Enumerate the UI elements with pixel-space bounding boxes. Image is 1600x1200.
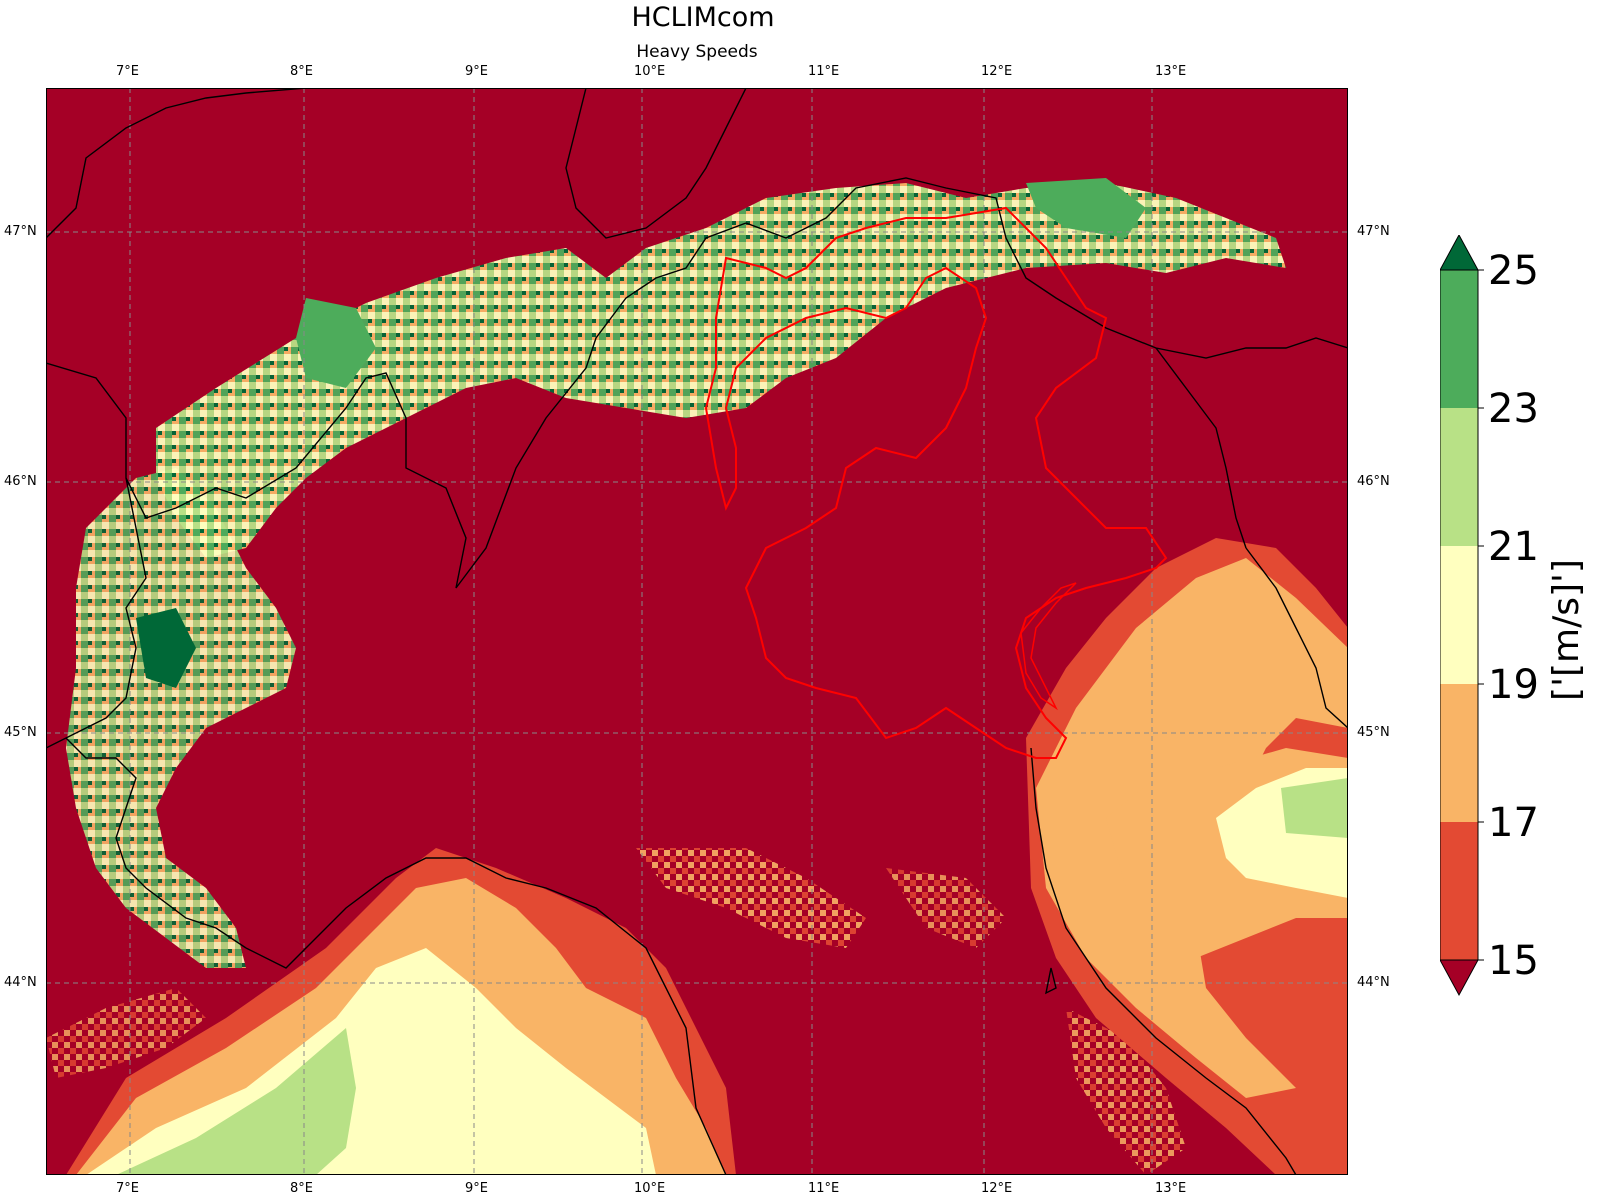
country-borders bbox=[46, 88, 1348, 1175]
colorbar: 15 17 19 21 23 25 ['[m/s]'] bbox=[1440, 235, 1587, 997]
lon-tick-bottom: 12°E bbox=[981, 1181, 1013, 1196]
adriatic-sea-wind-zone bbox=[1026, 538, 1348, 1175]
colorbar-extend-max bbox=[1440, 235, 1479, 271]
colorbar-tick-label: 19 bbox=[1488, 662, 1539, 708]
veneto-region-outline bbox=[704, 206, 1168, 759]
colorbar-tick-label: 23 bbox=[1488, 386, 1539, 432]
lat-tick-right: 44°N bbox=[1357, 975, 1390, 990]
lon-tick-bottom: 7°E bbox=[116, 1181, 139, 1196]
colorbar-bin bbox=[1440, 546, 1478, 684]
ligurian-sea-wind-zone bbox=[66, 848, 736, 1175]
colorbar-bin bbox=[1440, 270, 1478, 408]
lat-tick-right: 47°N bbox=[1357, 224, 1390, 239]
lon-tick-bottom: 9°E bbox=[465, 1181, 488, 1196]
lon-tick-top: 12°E bbox=[981, 64, 1013, 79]
colorbar-bin bbox=[1440, 684, 1478, 822]
apennine-wind-zone bbox=[46, 848, 1186, 1175]
colorbar-label: ['[m/s]'] bbox=[1546, 559, 1587, 701]
venice-lagoon-outline bbox=[1020, 582, 1077, 711]
colorbar-frame bbox=[1440, 269, 1479, 961]
lat-tick-left: 47°N bbox=[4, 224, 37, 239]
lon-tick-top: 8°E bbox=[290, 64, 313, 79]
lat-tick-left: 45°N bbox=[4, 725, 37, 740]
lat-tick-left: 46°N bbox=[4, 474, 37, 489]
lon-tick-top: 13°E bbox=[1155, 64, 1187, 79]
alpine-wind-zone bbox=[66, 178, 1286, 968]
colorbar-tick-label: 25 bbox=[1488, 248, 1539, 294]
lat-tick-right: 46°N bbox=[1357, 474, 1390, 489]
colorbar-tick-label: 15 bbox=[1488, 938, 1539, 984]
lon-tick-bottom: 11°E bbox=[808, 1181, 840, 1196]
lon-tick-top: 11°E bbox=[808, 64, 840, 79]
lon-tick-bottom: 8°E bbox=[290, 1181, 313, 1196]
colorbar-extend-min bbox=[1440, 959, 1479, 997]
lon-tick-bottom: 10°E bbox=[634, 1181, 666, 1196]
map-frame bbox=[46, 88, 1348, 1175]
colorbar-tick-label: 21 bbox=[1488, 524, 1539, 570]
wind-speed-map bbox=[46, 88, 1348, 1175]
colorbar-tick-label: 17 bbox=[1488, 800, 1539, 846]
lat-tick-right: 45°N bbox=[1357, 725, 1390, 740]
map-subtitle: Heavy Speeds bbox=[636, 42, 758, 62]
lon-tick-bottom: 13°E bbox=[1155, 1181, 1187, 1196]
map-title: HCLIMcom bbox=[631, 2, 775, 33]
colorbar-bin bbox=[1440, 408, 1478, 546]
lon-tick-top: 7°E bbox=[116, 64, 139, 79]
lon-tick-top: 9°E bbox=[465, 64, 488, 79]
lon-tick-top: 10°E bbox=[634, 64, 666, 79]
colorbar-bin bbox=[1440, 822, 1478, 960]
gridlines bbox=[46, 88, 1348, 1175]
lat-tick-left: 44°N bbox=[4, 975, 37, 990]
